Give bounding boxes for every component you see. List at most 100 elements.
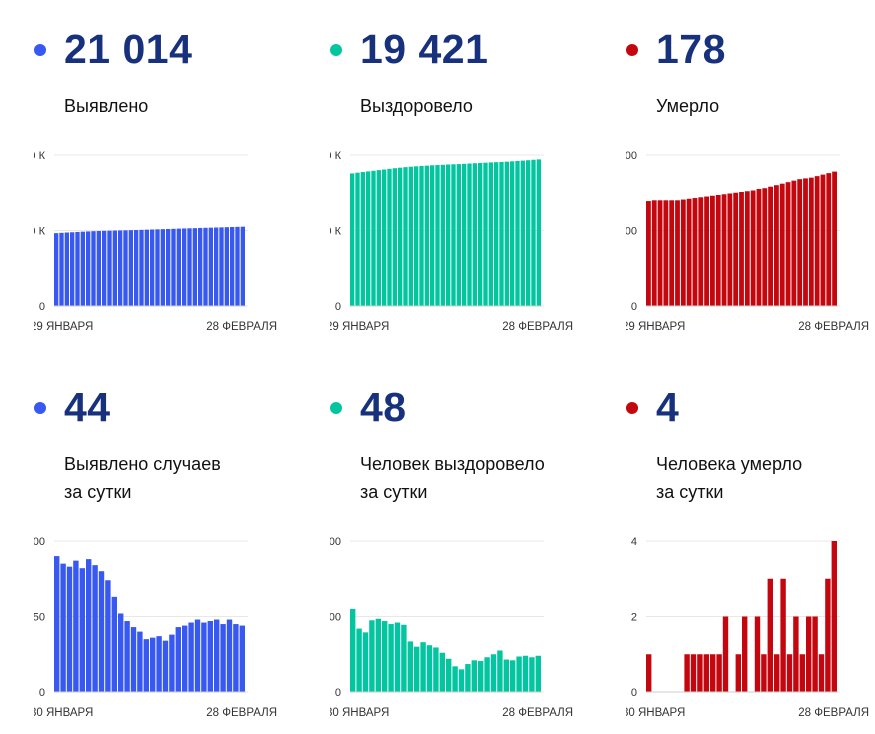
chart-bar	[433, 647, 439, 692]
chart-bar	[182, 228, 187, 306]
chart-bar	[774, 654, 780, 692]
red-dot-icon	[626, 402, 638, 414]
green-dot-icon	[330, 402, 342, 414]
chart-bar	[160, 229, 165, 306]
y-tick-label: 200	[330, 536, 341, 548]
chart-bar	[826, 173, 832, 306]
chart-bar	[414, 646, 420, 692]
chart-bar	[439, 652, 445, 692]
chart-bar	[456, 164, 461, 306]
stat-value: 44	[64, 384, 111, 430]
chart-bar	[112, 230, 117, 306]
stat-label: Умерло	[656, 92, 875, 120]
chart-bar	[780, 578, 786, 692]
chart-bar	[166, 228, 171, 306]
chart-bar	[150, 229, 155, 306]
stat-value: 178	[656, 26, 726, 72]
chart-bar	[392, 168, 397, 306]
chart-bar	[490, 654, 497, 692]
chart-bar	[742, 616, 748, 692]
chart-bar	[426, 645, 433, 692]
chart-bar	[754, 616, 761, 692]
chart-bar	[171, 228, 176, 306]
chart-bar	[124, 621, 130, 692]
x-tick-label-start: 30 ЯНВАРЯ	[34, 707, 93, 719]
chart-bar	[721, 194, 727, 306]
stat-label-line: за сутки	[360, 482, 428, 502]
chart-bar	[430, 165, 435, 306]
chart-bar	[208, 227, 213, 306]
blue-dot-icon	[34, 402, 46, 414]
chart-bar	[499, 161, 504, 306]
chart-bar	[516, 656, 522, 692]
x-tick-label-start: 29 ЯНВАРЯ	[34, 321, 93, 333]
chart-bar	[407, 641, 413, 692]
chart-bar	[187, 228, 192, 306]
blue-dot-icon	[34, 44, 46, 56]
chart-bar	[192, 228, 197, 306]
chart-bar	[54, 233, 59, 306]
chart-bar	[832, 171, 837, 306]
chart-bar	[128, 230, 133, 306]
y-tick-label: 0	[335, 687, 341, 699]
chart-bar	[504, 161, 509, 306]
x-tick-label-end: 28 ФЕВРАЛЯ	[206, 321, 277, 333]
stat-label: Выявлено случаев за сутки	[64, 450, 304, 506]
chart-bar	[472, 163, 477, 306]
chart-bar	[139, 229, 144, 306]
chart-bar	[739, 192, 744, 306]
chart-bar	[220, 624, 226, 692]
stat-value: 48	[360, 384, 407, 430]
y-tick-label: 0	[39, 301, 45, 313]
chart-bar	[663, 200, 669, 306]
chart-bar	[355, 172, 360, 306]
chart-bar	[488, 162, 493, 306]
chart-bar	[467, 163, 472, 306]
chart-bar	[715, 195, 721, 306]
chart-bar	[134, 230, 139, 306]
chart-bar	[362, 632, 369, 692]
chart-bar	[420, 642, 426, 692]
chart-bar	[522, 655, 529, 692]
chart-bar	[150, 637, 156, 692]
chart-bar	[814, 176, 820, 306]
stat-label-line: Умерло	[656, 96, 720, 116]
chart-bar	[797, 179, 803, 306]
chart-bar	[483, 162, 488, 306]
chart-bar	[98, 571, 105, 692]
chart-detected-total: 40 К 20 К 0 29 ЯНВАРЯ 28 ФЕВРАЛЯ	[34, 150, 277, 333]
y-tick-label: 20 К	[330, 150, 342, 162]
chart-bar	[818, 654, 825, 692]
chart-bar	[182, 625, 188, 692]
stat-label-line: Выздоровело	[360, 96, 473, 116]
chart-bar	[387, 168, 392, 306]
chart-bar	[230, 227, 235, 306]
chart-bar	[675, 200, 680, 306]
chart-bar	[403, 167, 408, 306]
y-tick-label: 0	[631, 687, 637, 699]
chart-bar	[80, 231, 85, 306]
chart-bar	[102, 230, 107, 306]
chart-bar	[376, 170, 381, 306]
chart-bar	[744, 191, 750, 306]
stat-label-line: Выявлено случаев	[64, 454, 221, 474]
chart-bar	[137, 631, 143, 692]
chart-bar	[194, 619, 201, 692]
chart-bar	[414, 166, 419, 306]
chart-bar	[371, 170, 376, 306]
chart-bar	[690, 654, 697, 692]
x-tick-label-end: 28 ФЕВРАЛЯ	[502, 707, 573, 719]
chart-bar	[727, 193, 733, 306]
y-tick-label: 10 К	[330, 226, 342, 238]
chart-bar	[669, 200, 675, 306]
panel-recovered-total: 19 421 Выздоровело 20 К 10 К 0 29 ЯНВАРЯ 28 …	[330, 0, 600, 360]
chart-bar	[791, 180, 797, 306]
stat-label-line: Человек выздоровело	[360, 454, 545, 474]
chart-bar	[462, 163, 467, 306]
x-tick-label-start: 29 ЯНВАРЯ	[626, 321, 685, 333]
chart-bar	[536, 159, 541, 306]
chart-bar	[767, 578, 773, 692]
stat-label-line: за сутки	[64, 482, 132, 502]
chart-bar	[446, 164, 451, 306]
chart-bar	[750, 190, 756, 306]
